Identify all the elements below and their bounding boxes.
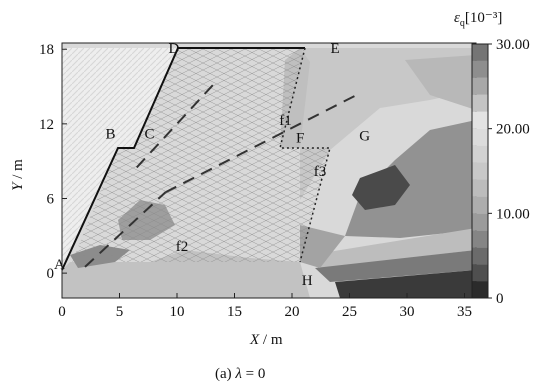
y-axis-ticks: 0 6 12 18 bbox=[39, 42, 67, 282]
x-tick-label: 0 bbox=[58, 304, 66, 320]
y-tick-label: 6 bbox=[47, 191, 55, 207]
x-tick-label: 5 bbox=[116, 304, 124, 320]
point-label-F: F bbox=[296, 131, 304, 147]
x-tick-label: 20 bbox=[285, 304, 300, 320]
fault-lines: f1 f2 f3 bbox=[84, 79, 362, 268]
fault-label-f1: f1 bbox=[279, 113, 292, 129]
colorbar-band bbox=[472, 145, 488, 163]
x-tick-label: 10 bbox=[170, 304, 185, 320]
colorbar-band bbox=[472, 281, 488, 298]
x-tick-label: 35 bbox=[457, 304, 472, 320]
x-axis-ticks: 0 5 10 15 20 25 30 35 bbox=[58, 293, 472, 320]
colorbar-tick-label: 10.00 bbox=[496, 206, 530, 222]
colorbar-band bbox=[472, 77, 488, 95]
point-label-B: B bbox=[106, 127, 116, 143]
x-tick-label: 25 bbox=[342, 304, 357, 320]
colorbar-frame bbox=[471, 43, 489, 299]
point-label-G: G bbox=[359, 129, 370, 145]
x-tick-label: 30 bbox=[400, 304, 415, 320]
colorbar-label: εq[10⁻³] bbox=[454, 10, 502, 29]
colorbar-tick-label: 20.00 bbox=[496, 122, 530, 138]
colorbar-band bbox=[472, 128, 488, 146]
y-axis-label: Y / m bbox=[10, 159, 26, 191]
x-tick-label: 15 bbox=[227, 304, 242, 320]
colorbar-band bbox=[472, 196, 488, 214]
point-labels: A B C D E F G H bbox=[54, 41, 370, 289]
colorbar-band bbox=[472, 162, 488, 180]
strain-contour-field bbox=[62, 43, 476, 298]
fault-label-f2: f2 bbox=[176, 239, 189, 255]
y-tick-label: 18 bbox=[39, 42, 54, 58]
colorbar-tick-label: 0 bbox=[496, 291, 504, 307]
colorbar-tick-label: 30.00 bbox=[496, 37, 530, 53]
colorbar: 0 10.00 20.00 30.00 bbox=[471, 37, 530, 307]
point-label-A: A bbox=[54, 257, 65, 273]
colorbar-band bbox=[472, 179, 488, 197]
colorbar-band bbox=[472, 44, 488, 61]
figure-caption: (a) λ = 0 bbox=[215, 366, 265, 382]
colorbar-band bbox=[472, 60, 488, 78]
point-label-D: D bbox=[169, 41, 180, 57]
excavation-boundary bbox=[279, 47, 331, 263]
point-label-E: E bbox=[331, 41, 340, 57]
fault-label-f3: f3 bbox=[314, 164, 327, 180]
point-label-H: H bbox=[302, 273, 313, 289]
colorbar-band bbox=[472, 247, 488, 265]
y-tick-label: 0 bbox=[47, 266, 55, 282]
colorbar-band bbox=[472, 264, 488, 282]
colorbar-band bbox=[472, 111, 488, 129]
fault-f2 bbox=[84, 191, 167, 268]
fault-f3 bbox=[165, 91, 362, 194]
colorbar-band bbox=[472, 230, 488, 248]
colorbar-band bbox=[472, 213, 488, 231]
point-label-C: C bbox=[144, 127, 154, 143]
slope-outline bbox=[61, 47, 305, 271]
colorbar-band bbox=[472, 94, 488, 112]
y-tick-label: 12 bbox=[39, 117, 54, 133]
x-axis-label: X / m bbox=[249, 332, 283, 348]
